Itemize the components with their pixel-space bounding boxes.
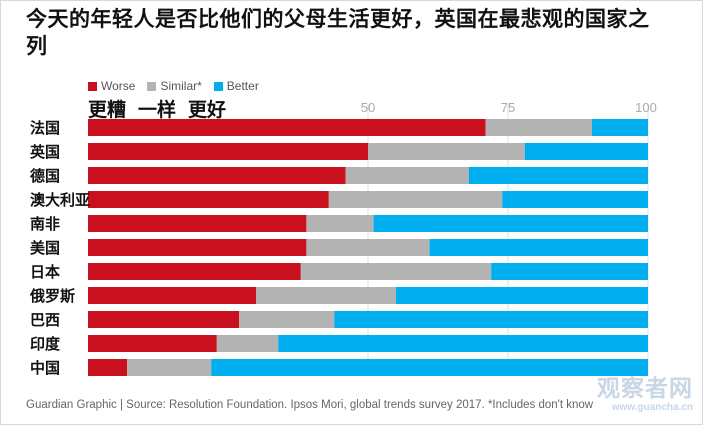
category-label-1: 英国 bbox=[30, 143, 60, 161]
bar-similar-6 bbox=[300, 263, 492, 280]
legend-chinese-labels: 更糟 一样 更好 bbox=[88, 95, 238, 122]
category-label-8: 巴西 bbox=[30, 311, 60, 329]
category-label-9: 印度 bbox=[30, 335, 61, 353]
legend-swatch-similar bbox=[147, 81, 157, 91]
bar-worse-7 bbox=[88, 287, 256, 304]
bar-better-2 bbox=[468, 167, 648, 184]
bar-better-8 bbox=[334, 311, 648, 328]
legend-cn-better: 更好 bbox=[188, 99, 227, 121]
category-label-0: 法国 bbox=[30, 119, 60, 137]
category-label-4: 南非 bbox=[30, 215, 60, 233]
watermark: 观察者网 www.guancha.cn bbox=[593, 376, 693, 413]
bar-worse-1 bbox=[88, 143, 368, 160]
bar-better-5 bbox=[429, 239, 648, 256]
bar-better-9 bbox=[278, 335, 648, 352]
legend-swatch-better bbox=[213, 81, 223, 91]
legend-cn-worse: 更糟 bbox=[88, 99, 127, 121]
bar-worse-6 bbox=[88, 263, 301, 280]
legend-item-similar: Similar* bbox=[147, 79, 202, 93]
legend: Worse Similar* Better bbox=[88, 78, 271, 94]
legend-label-worse: Worse bbox=[101, 79, 136, 93]
bar-worse-3 bbox=[88, 191, 329, 208]
bar-similar-5 bbox=[306, 239, 430, 256]
category-label-10: 中国 bbox=[30, 359, 60, 377]
category-label-2: 德国 bbox=[30, 167, 60, 185]
legend-item-worse: Worse bbox=[88, 79, 135, 93]
legend-label-better: Better bbox=[226, 79, 259, 93]
bar-similar-1 bbox=[368, 143, 525, 160]
bar-better-0 bbox=[592, 119, 648, 136]
bar-better-3 bbox=[502, 191, 648, 208]
bar-worse-0 bbox=[88, 119, 486, 136]
legend-swatch-worse bbox=[88, 81, 97, 91]
category-label-7: 俄罗斯 bbox=[29, 287, 75, 305]
x-tick-label-50: 50 bbox=[361, 100, 375, 115]
bar-worse-5 bbox=[88, 239, 307, 256]
bar-similar-9 bbox=[216, 335, 279, 352]
bar-similar-8 bbox=[239, 311, 335, 328]
source-note: Guardian Graphic | Source: Resolution Fo… bbox=[26, 399, 594, 411]
bar-worse-10 bbox=[88, 359, 128, 376]
legend-label-similar: Similar* bbox=[160, 79, 202, 93]
bar-similar-2 bbox=[345, 167, 469, 184]
watermark-url: www.guancha.cn bbox=[611, 402, 693, 413]
category-label-3: 澳大利亚 bbox=[30, 191, 90, 209]
chart-title: 今天的年轻人是否比他们的父母生活更好，英国在最悲观的国家之列 bbox=[26, 7, 650, 58]
category-label-6: 日本 bbox=[30, 263, 60, 281]
legend-item-better: Better bbox=[213, 79, 259, 93]
x-tick-label-100: 100 bbox=[635, 100, 657, 115]
bar-similar-0 bbox=[485, 119, 592, 136]
bar-similar-10 bbox=[127, 359, 212, 376]
bar-worse-2 bbox=[88, 167, 346, 184]
bar-better-4 bbox=[373, 215, 648, 232]
watermark-logo-text: 观察者网 bbox=[597, 376, 693, 402]
bar-better-7 bbox=[396, 287, 648, 304]
bar-better-10 bbox=[211, 359, 648, 376]
bar-worse-4 bbox=[88, 215, 307, 232]
x-tick-label-75: 75 bbox=[501, 100, 515, 115]
bar-worse-9 bbox=[88, 335, 217, 352]
legend-cn-similar: 一样 bbox=[138, 99, 177, 121]
bar-worse-8 bbox=[88, 311, 240, 328]
bar-better-6 bbox=[491, 263, 648, 280]
bar-similar-4 bbox=[306, 215, 374, 232]
bar-better-1 bbox=[524, 143, 648, 160]
bar-similar-3 bbox=[328, 191, 503, 208]
bar-similar-7 bbox=[256, 287, 396, 304]
category-label-5: 美国 bbox=[30, 239, 60, 257]
